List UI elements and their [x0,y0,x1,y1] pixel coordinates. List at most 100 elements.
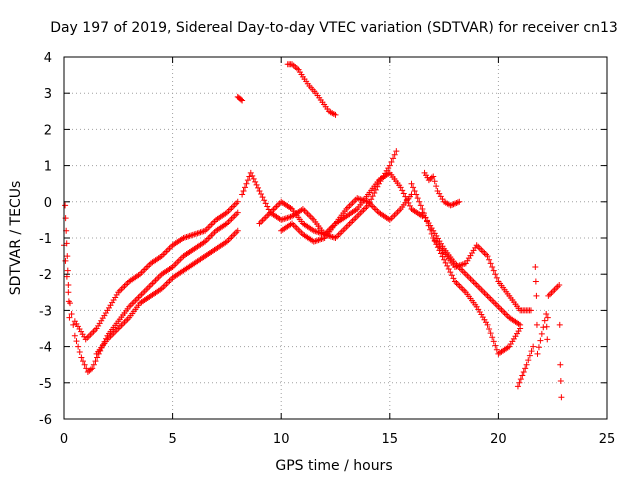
data-point [205,224,212,231]
data-point [544,336,551,343]
data-point [239,191,246,198]
data-point [258,191,265,198]
data-point [143,286,150,293]
data-point [140,268,147,275]
data-point [174,259,181,266]
data-point [371,190,378,197]
data-point [530,343,537,350]
data-point [349,217,356,224]
data-point [256,220,263,227]
data-point [68,311,75,318]
y-tick-label: 0 [44,196,52,211]
data-point [448,272,455,279]
data-point [556,282,563,289]
data-point [62,202,69,209]
y-tick-label: 4 [44,51,52,66]
y-tick-label: -2 [39,268,52,283]
data-point [484,321,491,328]
data-point [459,286,466,293]
data-point [503,311,510,318]
data-point [92,327,99,334]
x-tick-label: 25 [599,432,616,447]
data-point [357,210,364,217]
data-point [556,321,563,328]
data-point [537,337,544,344]
data-point [455,281,462,288]
data-point [492,342,499,349]
data-points [61,61,565,401]
data-point [344,204,351,211]
data-point [461,287,468,294]
data-point [458,261,465,268]
data-point [227,217,234,224]
data-point [116,323,123,330]
data-point [188,232,195,239]
data-point [64,267,71,274]
y-tick-labels: -6 -5 -4 -3 -2 -1 0 1 2 3 4 [39,51,52,428]
data-point [209,220,216,227]
data-point [489,263,496,270]
data-point [234,227,241,234]
data-point [352,196,359,203]
data-point [329,233,336,240]
data-point [197,229,204,236]
data-point [231,212,238,219]
data-point [490,299,497,306]
data-point [473,282,480,289]
data-point [119,284,126,291]
data-point [532,263,539,270]
data-point [78,354,85,361]
data-point [146,283,153,290]
data-point [522,365,529,372]
data-point [498,306,505,313]
data-point [261,197,268,204]
data-point [66,314,73,321]
data-point [282,215,289,222]
data-point [185,233,192,240]
data-point [519,372,526,379]
data-point [129,300,136,307]
data-point [306,212,313,219]
data-point [416,198,423,205]
data-point [444,262,451,269]
data-point [441,256,448,263]
data-point [202,227,209,234]
data-point [533,292,540,299]
data-point [396,207,403,214]
data-point [514,383,521,390]
data-point [472,280,479,287]
data-point [90,328,97,335]
data-point [175,257,182,264]
data-point [163,248,170,255]
data-point [534,350,541,357]
data-point [87,366,94,373]
data-point [475,283,482,290]
data-point [258,218,265,225]
data-point [544,314,551,321]
data-point [495,303,502,310]
data-point [65,282,72,289]
data-point [309,215,316,222]
data-point [450,201,457,208]
data-point [411,187,418,194]
data-point [533,321,540,328]
y-axis-label: SDTVAR / TECUs [8,181,24,296]
data-point [538,330,545,337]
data-point [526,352,533,359]
data-point [343,224,350,231]
data-point [64,253,71,260]
data-point [371,205,378,212]
data-point [481,249,488,256]
data-point [227,206,234,213]
data-point [208,221,215,228]
data-point [256,187,263,194]
data-point [332,111,339,118]
data-point [397,184,404,191]
x-tick-labels: 0 5 10 15 20 25 [60,432,615,447]
data-point [484,253,491,260]
data-point [354,195,361,202]
data-point [304,210,311,217]
data-point [525,357,532,364]
data-point [467,275,474,282]
